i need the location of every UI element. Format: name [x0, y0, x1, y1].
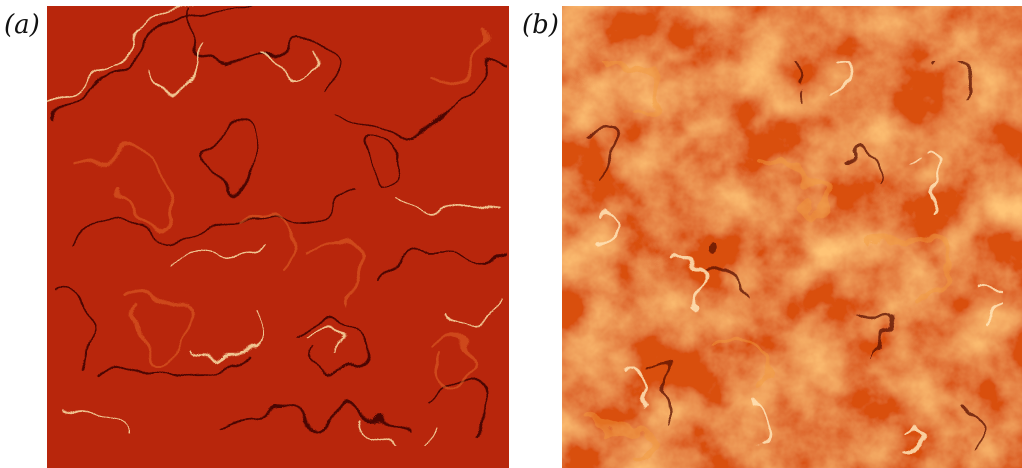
- vorticity-field-b-svg: [562, 6, 1022, 468]
- panel-a-label: (a): [4, 10, 40, 40]
- panel-b-label: (b): [522, 10, 559, 40]
- vorticity-field-image-a: [47, 6, 509, 468]
- vorticity-field-a-svg: [47, 6, 509, 468]
- vorticity-field-image-b: [562, 6, 1022, 468]
